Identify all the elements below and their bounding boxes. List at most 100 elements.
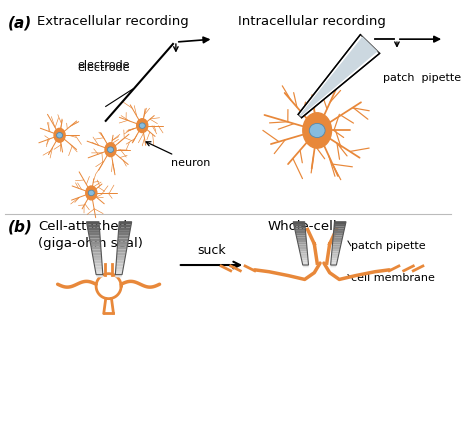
Text: (b): (b) — [8, 220, 33, 235]
Polygon shape — [331, 258, 338, 260]
Polygon shape — [115, 275, 122, 277]
Polygon shape — [331, 263, 337, 265]
Polygon shape — [297, 240, 307, 242]
Polygon shape — [334, 222, 346, 224]
Polygon shape — [118, 230, 130, 233]
Polygon shape — [115, 272, 123, 275]
Ellipse shape — [137, 119, 148, 133]
Polygon shape — [300, 251, 308, 254]
Text: patch pipette: patch pipette — [351, 241, 426, 251]
Ellipse shape — [86, 186, 97, 200]
Polygon shape — [332, 247, 340, 249]
Polygon shape — [301, 258, 308, 260]
Polygon shape — [94, 264, 102, 266]
Polygon shape — [301, 256, 308, 258]
Polygon shape — [89, 236, 100, 238]
Polygon shape — [333, 233, 344, 235]
Polygon shape — [88, 230, 100, 233]
Text: suck: suck — [197, 245, 226, 257]
Polygon shape — [118, 244, 128, 247]
Polygon shape — [88, 227, 100, 230]
Polygon shape — [299, 249, 307, 251]
Polygon shape — [331, 256, 338, 258]
Ellipse shape — [139, 123, 146, 128]
Polygon shape — [334, 231, 344, 233]
Ellipse shape — [105, 143, 116, 157]
Polygon shape — [118, 233, 130, 236]
Polygon shape — [296, 235, 306, 238]
Polygon shape — [302, 260, 308, 263]
Polygon shape — [117, 247, 127, 250]
Polygon shape — [294, 224, 305, 226]
Polygon shape — [333, 238, 343, 240]
Polygon shape — [95, 266, 102, 269]
Polygon shape — [298, 245, 307, 247]
Ellipse shape — [108, 147, 114, 152]
Polygon shape — [90, 241, 100, 244]
Polygon shape — [332, 245, 341, 247]
Polygon shape — [116, 266, 124, 269]
Polygon shape — [96, 275, 103, 277]
Polygon shape — [332, 242, 341, 245]
Polygon shape — [118, 236, 129, 238]
Polygon shape — [333, 235, 343, 238]
Polygon shape — [334, 224, 346, 226]
Polygon shape — [116, 261, 125, 264]
Polygon shape — [295, 229, 305, 231]
Polygon shape — [332, 251, 339, 254]
Polygon shape — [333, 240, 342, 242]
Text: neuron: neuron — [146, 142, 210, 168]
Text: Extracellular recording: Extracellular recording — [36, 15, 188, 28]
Polygon shape — [116, 269, 123, 272]
Polygon shape — [118, 238, 128, 241]
Polygon shape — [119, 222, 132, 225]
Text: (a): (a) — [8, 15, 32, 30]
Text: Intracellular recording: Intracellular recording — [238, 15, 386, 28]
Polygon shape — [117, 252, 126, 255]
Polygon shape — [86, 222, 99, 225]
Polygon shape — [299, 247, 307, 249]
Polygon shape — [296, 233, 306, 235]
Polygon shape — [295, 231, 306, 233]
Ellipse shape — [309, 124, 325, 137]
Polygon shape — [293, 222, 305, 224]
Polygon shape — [119, 225, 131, 227]
Polygon shape — [300, 254, 308, 256]
Polygon shape — [298, 35, 380, 118]
Polygon shape — [297, 238, 306, 240]
Polygon shape — [334, 229, 345, 231]
Polygon shape — [330, 265, 337, 267]
Polygon shape — [300, 37, 378, 117]
Ellipse shape — [88, 190, 94, 196]
Polygon shape — [91, 244, 101, 247]
Ellipse shape — [303, 113, 331, 148]
Polygon shape — [303, 265, 309, 267]
Ellipse shape — [56, 133, 63, 138]
Polygon shape — [294, 226, 305, 229]
Polygon shape — [93, 261, 102, 264]
Polygon shape — [118, 241, 128, 244]
Polygon shape — [331, 260, 337, 263]
Polygon shape — [87, 225, 100, 227]
Polygon shape — [118, 227, 131, 230]
Polygon shape — [302, 263, 309, 265]
Polygon shape — [92, 255, 101, 258]
Polygon shape — [116, 258, 125, 261]
Text: electrode: electrode — [77, 63, 129, 73]
Polygon shape — [89, 233, 100, 236]
Polygon shape — [117, 250, 127, 252]
Polygon shape — [116, 264, 124, 266]
Polygon shape — [334, 226, 345, 229]
Polygon shape — [96, 272, 103, 275]
Text: Whole-cell: Whole-cell — [267, 220, 337, 233]
Polygon shape — [298, 242, 307, 245]
Polygon shape — [92, 252, 101, 255]
Polygon shape — [90, 238, 100, 241]
Polygon shape — [91, 250, 101, 252]
Text: electrode: electrode — [77, 60, 129, 70]
Text: Cell-attached
(giga-ohm seal): Cell-attached (giga-ohm seal) — [38, 220, 143, 250]
Polygon shape — [91, 247, 101, 250]
Ellipse shape — [54, 128, 65, 142]
Polygon shape — [117, 255, 126, 258]
Polygon shape — [331, 254, 339, 256]
